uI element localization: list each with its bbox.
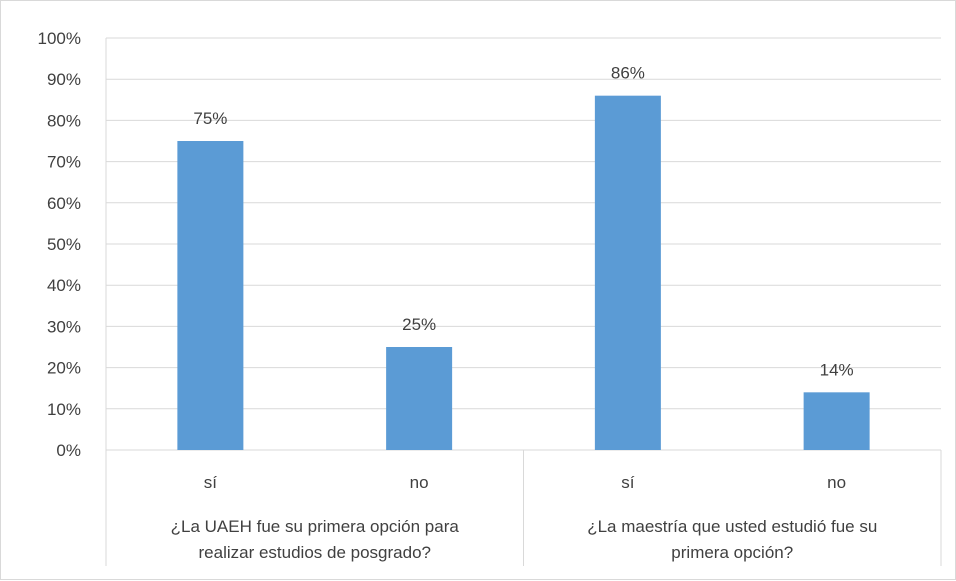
x-category-label: no [827, 473, 846, 492]
y-tick-label: 90% [47, 70, 81, 89]
x-group-label: ¿La UAEH fue su primera opción para [171, 517, 460, 536]
bar [386, 347, 453, 450]
data-label: 14% [820, 360, 854, 379]
y-tick-label: 40% [47, 276, 81, 295]
x-group-label: primera opción? [671, 543, 793, 562]
bar [803, 392, 870, 450]
bar [177, 141, 244, 450]
gridlines [106, 37, 941, 451]
x-category-label: sí [204, 473, 218, 492]
labels: 0% 10% 20% 30% 40% 50% 60% 70% 80% 90% 100% 75% sí 25… [38, 29, 878, 562]
data-label: 75% [193, 109, 227, 128]
y-tick-label: 60% [47, 194, 81, 213]
y-tick-label: 70% [47, 153, 81, 172]
x-group-label: ¿La maestría que usted estudió fue su [587, 517, 877, 536]
bar [594, 95, 661, 451]
y-tick-label: 20% [47, 359, 81, 378]
x-group-label: realizar estudios de posgrado? [199, 543, 431, 562]
y-tick-label: 0% [56, 441, 81, 460]
data-label: 25% [402, 315, 436, 334]
x-category-label: sí [621, 473, 635, 492]
x-category-label: no [410, 473, 429, 492]
y-tick-label: 100% [38, 29, 81, 48]
y-tick-label: 50% [47, 235, 81, 254]
axes [105, 38, 942, 566]
bars [177, 95, 870, 451]
data-label: 86% [611, 64, 645, 83]
y-tick-label: 30% [47, 317, 81, 336]
y-tick-label: 10% [47, 400, 81, 419]
y-tick-label: 80% [47, 111, 81, 130]
